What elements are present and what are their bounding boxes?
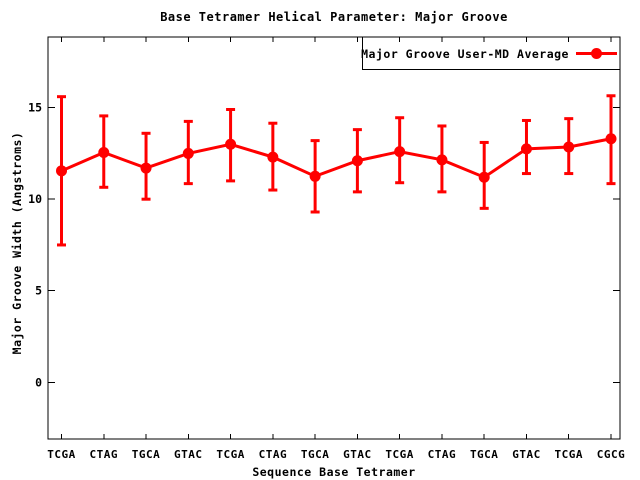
y-tick-label: 10	[28, 192, 42, 206]
data-point-marker	[394, 146, 406, 158]
legend-label: Major Groove User-MD Average	[361, 47, 569, 61]
x-category-label: GTAC	[174, 448, 203, 461]
data-point-marker	[520, 143, 532, 155]
data-point-marker	[182, 147, 194, 159]
data-point-marker	[351, 155, 363, 167]
data-point-marker	[478, 171, 490, 183]
y-tick-label: 0	[35, 375, 42, 389]
data-point-marker	[605, 133, 617, 145]
x-category-label: TGCA	[301, 448, 330, 461]
x-category-label: TGCA	[470, 448, 499, 461]
data-point-marker	[98, 147, 110, 159]
x-axis-title: Sequence Base Tetramer	[252, 465, 416, 479]
y-tick-label: 5	[35, 284, 42, 298]
y-axis-title: Major Groove Width (Angstroms)	[10, 131, 24, 355]
x-category-label: CTAG	[428, 448, 457, 461]
data-point-marker	[563, 141, 575, 153]
x-category-label: TCGA	[216, 448, 245, 461]
data-point-marker	[309, 170, 321, 182]
x-category-label: CTAG	[90, 448, 119, 461]
series-line	[60, 137, 612, 179]
legend-sample-marker	[591, 48, 602, 59]
x-category-label: TGCA	[132, 448, 161, 461]
data-point-marker	[225, 138, 237, 150]
x-category-label: TCGA	[385, 448, 414, 461]
x-category-label: CGCG	[597, 448, 626, 461]
y-tick-label: 15	[28, 101, 42, 115]
x-category-label: TCGA	[554, 448, 583, 461]
data-point-marker	[56, 165, 67, 177]
x-category-label: CTAG	[259, 448, 288, 461]
plot-frame	[47, 36, 621, 440]
data-point-marker	[436, 154, 448, 166]
legend-box	[362, 36, 621, 70]
x-category-label: GTAC	[512, 448, 541, 461]
chart-title: Base Tetramer Helical Parameter: Major G…	[160, 10, 508, 24]
data-point-marker	[267, 151, 279, 163]
x-category-label: GTAC	[343, 448, 372, 461]
x-category-label: TCGA	[47, 448, 76, 461]
data-point-marker	[140, 162, 152, 174]
